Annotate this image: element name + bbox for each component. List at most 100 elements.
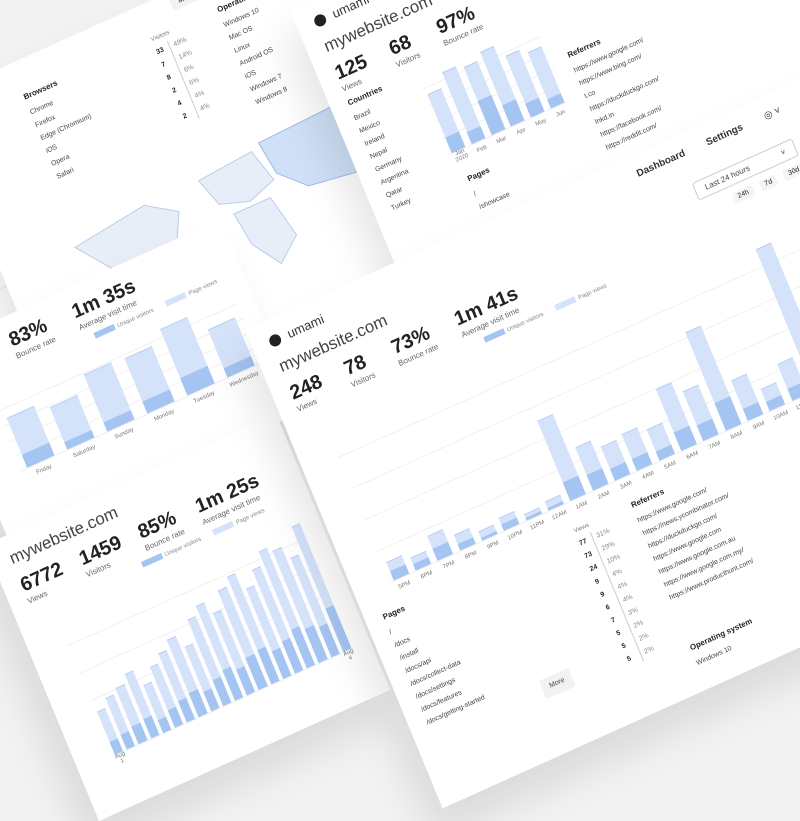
- x-tick-label: [298, 680, 310, 685]
- x-tick-label: 3AM: [619, 479, 633, 491]
- bar-unique-visitors: [655, 444, 675, 461]
- x-tick-label: [322, 669, 334, 674]
- bar-unique-visitors: [525, 510, 542, 521]
- bar-unique-visitors: [120, 730, 136, 750]
- umami-logo-icon: [267, 331, 283, 348]
- bar-unique-visitors: [786, 381, 800, 401]
- x-tick-label: [153, 745, 165, 750]
- x-tick-label: [238, 707, 250, 712]
- x-tick-label: [190, 729, 202, 734]
- grid-line: [90, 592, 331, 702]
- visitor-count: 33: [155, 46, 166, 57]
- bar-page-views[interactable]: [385, 554, 409, 581]
- legend-swatch-visitors: [140, 553, 164, 568]
- stat: 248 Views: [287, 371, 330, 414]
- bar-unique-visitors: [432, 541, 454, 561]
- bar-unique-visitors: [586, 468, 609, 491]
- x-tick-label: [202, 723, 214, 728]
- bar-page-views[interactable]: [6, 405, 55, 468]
- x-tick-label: May: [534, 117, 548, 128]
- bar-page-views[interactable]: [410, 551, 431, 571]
- stat: 1m 35s Average visit time: [69, 275, 143, 332]
- x-tick-label: 10PM: [506, 529, 524, 542]
- bar-unique-visitors: [466, 125, 486, 145]
- x-tick-label: [310, 674, 322, 679]
- bar-unique-visitors: [766, 394, 786, 411]
- bar-page-views[interactable]: [523, 507, 542, 521]
- bar-unique-visitors: [609, 461, 631, 481]
- x-tick-label: 1AM: [574, 499, 589, 511]
- x-tick-label: 6PM: [419, 569, 434, 581]
- x-tick-label: 2AM: [597, 489, 611, 501]
- stat: 78 Visitors: [341, 349, 377, 390]
- bar-unique-visitors: [413, 557, 431, 571]
- stat: 6772 Views: [17, 558, 70, 606]
- more-button[interactable]: More: [168, 0, 203, 11]
- x-tick-label: [262, 696, 274, 701]
- bar-unique-visitors: [562, 475, 586, 501]
- x-tick-label: 4AM: [641, 470, 655, 481]
- x-tick-label: [214, 718, 226, 723]
- x-tick-label: 5AM: [663, 460, 677, 471]
- legend-swatch-visitors: [93, 324, 116, 339]
- x-tick-label: [226, 712, 238, 717]
- x-tick-label: [250, 701, 262, 706]
- grid-line: [8, 332, 250, 443]
- bar-page-views[interactable]: [544, 494, 564, 511]
- x-tick-label: 12AM: [551, 509, 568, 522]
- brand-name: umami: [284, 311, 327, 342]
- bar-page-views[interactable]: [760, 382, 786, 411]
- x-tick-label: 6AM: [685, 450, 700, 461]
- x-tick-label: [274, 691, 286, 696]
- view-count: 24: [588, 563, 599, 573]
- x-tick-label: 5PM: [397, 579, 412, 591]
- legend-swatch-views: [212, 520, 235, 536]
- bar-unique-visitors: [525, 97, 545, 118]
- view-count: 5: [625, 654, 633, 664]
- stat: 73% Bounce rate: [388, 321, 439, 368]
- bar-unique-visitors: [480, 530, 498, 541]
- x-tick-label: [334, 664, 346, 669]
- bar-unique-visitors: [547, 500, 564, 511]
- x-tick-label: 9PM: [486, 539, 500, 551]
- x-tick-label: [286, 685, 298, 690]
- bar-page-views[interactable]: [498, 511, 520, 531]
- legend-swatch-views: [554, 296, 577, 311]
- bar-unique-visitors: [697, 418, 719, 441]
- chevron-down-icon: ˅: [779, 147, 788, 158]
- bar-unique-visitors: [714, 396, 741, 431]
- browser-visitors: Visitors 33 7 8 2 4 2 49% 14% 6% 6% 4% 4%: [149, 21, 223, 140]
- stat: 83% Bounce rate: [6, 313, 57, 361]
- bar-unique-visitors: [546, 93, 565, 109]
- x-tick-label: [141, 750, 153, 755]
- bar-page-views[interactable]: [646, 422, 675, 461]
- x-tick-label: Apr: [515, 126, 527, 137]
- bar-page-views[interactable]: [453, 527, 476, 551]
- bar-unique-visitors: [389, 564, 409, 581]
- bar-unique-visitors: [157, 716, 172, 733]
- bar-unique-visitors: [457, 537, 476, 551]
- x-tick-label: 10AM: [772, 409, 790, 422]
- x-tick-label: 8AM: [729, 430, 744, 441]
- x-tick-label: 7PM: [442, 559, 456, 571]
- bar-unique-visitors: [501, 517, 520, 531]
- bar-unique-visitors: [631, 451, 653, 471]
- x-tick-label: Feb: [476, 144, 488, 155]
- legend-swatch-visitors: [483, 328, 506, 343]
- x-tick-label: 7AM: [707, 440, 722, 451]
- x-tick-label: Mar: [495, 135, 508, 146]
- stat: 1459 Visitors: [76, 532, 129, 580]
- pages-list: Pages //docs/install/docs/api/docs/collec…: [381, 537, 615, 782]
- bar-unique-visitors: [742, 401, 764, 421]
- x-tick-label: Jun: [555, 109, 567, 119]
- bar-page-views[interactable]: [427, 528, 454, 561]
- visitor-count: 2: [181, 112, 189, 121]
- bar-page-views[interactable]: [207, 317, 255, 378]
- legend-swatch-views: [164, 291, 188, 307]
- umami-logo-icon: [312, 11, 328, 28]
- bar-page-views[interactable]: [478, 524, 498, 541]
- x-tick-label: 9AM: [752, 420, 766, 431]
- x-tick-label: [166, 739, 178, 744]
- x-tick-label: [129, 756, 141, 761]
- x-tick-label: [178, 734, 190, 739]
